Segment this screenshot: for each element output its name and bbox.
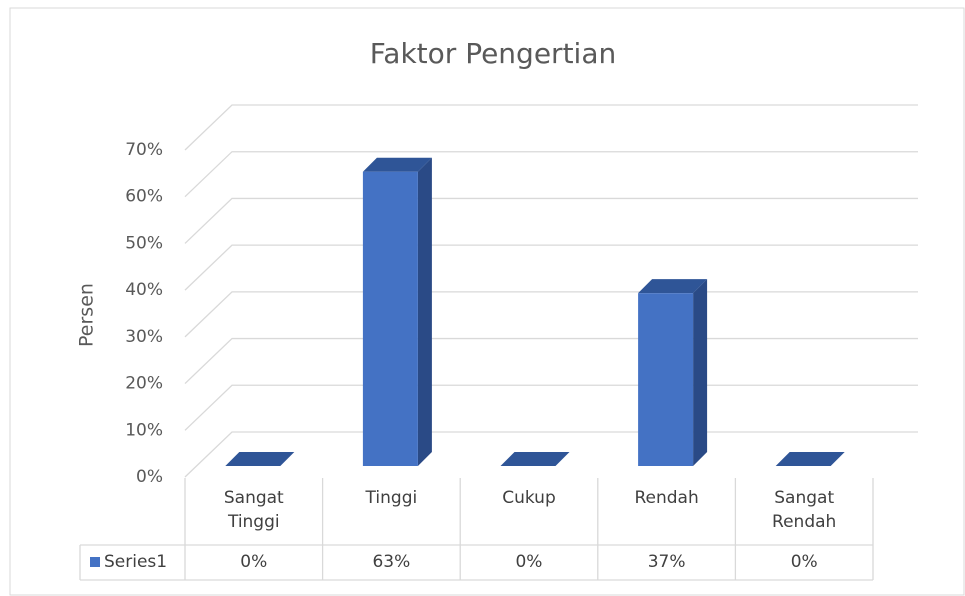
grid-line (184, 151, 918, 198)
x-tick-label: Tinggi (365, 488, 418, 508)
chart-border (9, 7, 965, 596)
y-tick-label: 60% (125, 187, 163, 207)
y-tick-label: 20% (125, 374, 163, 394)
y-axis-label: Persen (76, 283, 98, 347)
y-tick-label: 0% (136, 467, 163, 487)
bar-top (225, 452, 295, 466)
grid-line (184, 244, 918, 291)
chart-title: Faktor Pengertian (370, 37, 616, 70)
bar-top (500, 452, 570, 466)
grid-line (184, 197, 918, 244)
y-tick-label: 10% (125, 420, 163, 440)
y-tick-label: 40% (125, 280, 163, 300)
y-tick-label: 70% (125, 140, 163, 160)
data-label: 0% (790, 552, 818, 572)
x-tick-label: Cukup (502, 488, 556, 508)
bar-side (417, 157, 432, 466)
data-label: 63% (372, 552, 411, 572)
x-tick-label: Sangat Rendah (772, 488, 837, 532)
data-label: 0% (240, 552, 268, 572)
legend-label: Series1 (104, 552, 168, 572)
grid-line (184, 104, 918, 151)
bar-top (362, 157, 432, 172)
bar (638, 293, 694, 466)
y-tick-label: 30% (125, 327, 163, 347)
data-label: 0% (515, 552, 543, 572)
bar (362, 171, 418, 466)
legend-swatch (90, 557, 100, 567)
data-label: 37% (647, 552, 686, 572)
y-tick-label: 50% (125, 233, 163, 253)
bar-top (638, 279, 708, 294)
x-tick-label: Sangat Tinggi (223, 488, 284, 532)
bar-side (693, 279, 708, 466)
x-tick-label: Rendah (634, 488, 699, 508)
bar-top (775, 452, 845, 466)
